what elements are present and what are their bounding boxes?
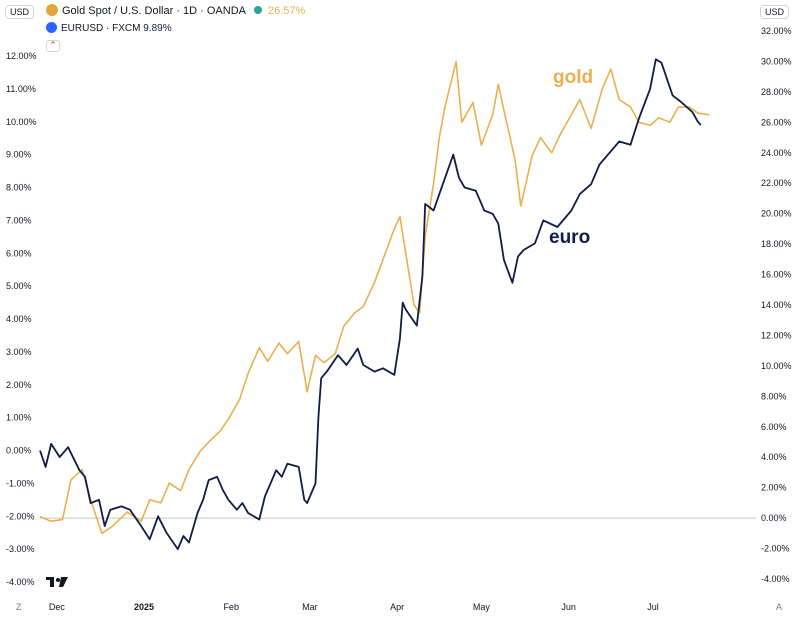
time-axis[interactable]: Dec 2025 Feb Mar Apr May Jun Jul: [49, 602, 659, 612]
gold-series-label: gold: [553, 67, 593, 88]
auto-scale-button[interactable]: A: [776, 602, 783, 612]
legend-collapse-button[interactable]: ⌃: [46, 39, 60, 52]
eur-flag-icon: [46, 22, 57, 33]
right-axis-tick-label: -2.00%: [761, 544, 790, 554]
left-axis-tick-label: 12.00%: [6, 51, 37, 61]
euro-series-line: [39, 58, 702, 550]
time-axis-tick-label: Apr: [390, 602, 404, 612]
left-axis-tick-label: 1.00%: [6, 413, 32, 423]
right-axis-tick-label: 28.00%: [761, 87, 792, 97]
left-price-axis[interactable]: 12.00% 11.00% 10.00% 9.00% 8.00% 7.00% 6.00% 5.…: [6, 51, 37, 587]
euro-series-label: euro: [549, 227, 590, 248]
right-axis-tick-label: 24.00%: [761, 148, 792, 158]
time-axis-tick-label: 2025: [134, 602, 154, 612]
compare-symbol-legend[interactable]: EURUSD · FXCM 9.89%: [46, 22, 172, 34]
left-axis-tick-label: 6.00%: [6, 248, 32, 258]
compare-symbol-label: EURUSD · FXCM: [61, 23, 141, 34]
left-axis-tick-label: 8.00%: [6, 183, 32, 193]
right-axis-tick-label: 32.00%: [761, 26, 792, 36]
right-axis-tick-label: 6.00%: [761, 422, 787, 432]
right-axis-tick-label: 22.00%: [761, 178, 792, 188]
time-axis-tick-label: Jul: [647, 602, 659, 612]
right-axis-tick-label: -4.00%: [761, 574, 790, 584]
right-axis-tick-label: 16.00%: [761, 270, 792, 280]
time-axis-tick-label: Dec: [49, 602, 66, 612]
time-axis-tick-label: Jun: [561, 602, 576, 612]
right-currency-label: USD: [760, 5, 790, 19]
right-axis-tick-label: 12.00%: [761, 330, 792, 340]
left-axis-tick-label: 3.00%: [6, 347, 32, 357]
main-change-value: 26.57%: [268, 5, 306, 17]
left-currency-badge[interactable]: USD: [5, 5, 35, 19]
corner-left-marker[interactable]: Z: [16, 602, 22, 612]
chevron-up-icon: ⌃: [46, 40, 60, 52]
left-axis-tick-label: 10.00%: [6, 117, 37, 127]
left-axis-tick-label: 2.00%: [6, 380, 32, 390]
compare-change-value: 9.89%: [143, 23, 172, 34]
right-axis-tick-label: 20.00%: [761, 209, 792, 219]
market-status-dot-icon: [254, 6, 262, 14]
right-currency-badge[interactable]: USD: [760, 5, 790, 19]
right-axis-tick-label: 26.00%: [761, 117, 792, 127]
left-axis-tick-label: -2.00%: [6, 511, 35, 521]
gold-series-line: [39, 60, 710, 535]
left-axis-tick-label: -1.00%: [6, 478, 35, 488]
left-axis-tick-label: 5.00%: [6, 281, 32, 291]
right-axis-tick-label: 2.00%: [761, 483, 787, 493]
left-axis-tick-label: 0.00%: [6, 446, 32, 456]
left-axis-tick-label: 4.00%: [6, 314, 32, 324]
main-symbol-label: Gold Spot / U.S. Dollar · 1D · OANDA: [62, 5, 246, 17]
time-axis-tick-label: Mar: [302, 602, 318, 612]
left-axis-tick-label: -3.00%: [6, 544, 35, 554]
main-symbol-legend[interactable]: Gold Spot / U.S. Dollar · 1D · OANDA 26.5…: [46, 4, 305, 17]
right-axis-tick-label: 0.00%: [761, 513, 787, 523]
left-axis-tick-label: 9.00%: [6, 150, 32, 160]
right-axis-tick-label: 4.00%: [761, 452, 787, 462]
right-axis-tick-label: 8.00%: [761, 391, 787, 401]
right-axis-tick-label: 10.00%: [761, 361, 792, 371]
time-axis-tick-label: Feb: [223, 602, 239, 612]
tradingview-logo: [46, 577, 68, 587]
right-axis-tick-label: 14.00%: [761, 300, 792, 310]
gold-logo-icon: [46, 4, 58, 16]
right-axis-tick-label: 18.00%: [761, 239, 792, 249]
right-axis-tick-label: 30.00%: [761, 56, 792, 66]
right-price-axis[interactable]: 32.00% 30.00% 28.00% 26.00% 24.00% 22.00% 20.0…: [761, 26, 792, 584]
left-axis-tick-label: -4.00%: [6, 577, 35, 587]
left-currency-label: USD: [5, 5, 35, 19]
left-axis-tick-label: 7.00%: [6, 215, 32, 225]
left-axis-tick-label: 11.00%: [6, 84, 36, 94]
time-axis-tick-label: May: [473, 602, 491, 612]
